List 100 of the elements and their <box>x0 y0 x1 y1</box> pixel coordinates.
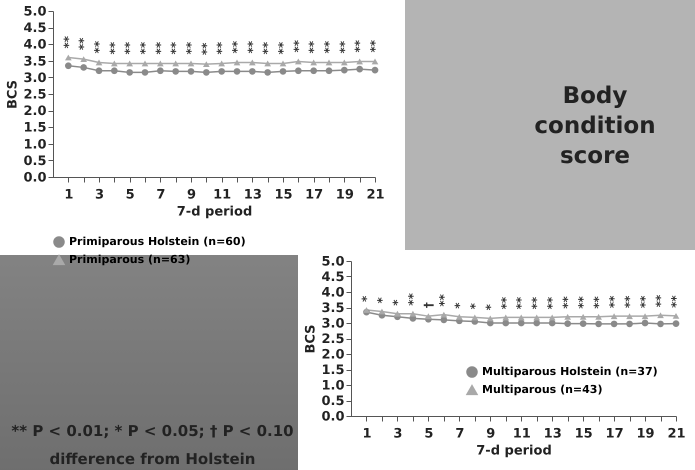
legend-label: Multiparous (n=43) <box>482 383 602 396</box>
point <box>340 60 348 66</box>
point <box>564 320 572 327</box>
point <box>356 66 364 72</box>
point <box>310 67 318 74</box>
annotation: ** <box>576 296 590 309</box>
point <box>610 313 618 320</box>
point <box>110 60 118 66</box>
annotation: * <box>359 294 374 302</box>
point <box>471 314 478 320</box>
point <box>142 60 148 66</box>
y-tick-label: 1.0 <box>23 137 46 152</box>
point <box>372 58 378 64</box>
x-axis-title: 7-d period <box>476 444 552 458</box>
point <box>642 313 648 320</box>
annotation: † <box>421 302 436 308</box>
y-tick-label: 4.0 <box>23 38 46 53</box>
annotation: ** <box>168 41 183 54</box>
point <box>218 60 226 66</box>
point <box>410 310 416 317</box>
annotation: ** <box>276 41 290 54</box>
point <box>264 69 272 76</box>
y-axis-title: BCS <box>303 324 318 354</box>
point <box>564 314 572 320</box>
annotation: ** <box>622 294 637 308</box>
point <box>234 68 240 75</box>
x-tick-label: 1 <box>64 188 74 202</box>
point <box>64 62 72 70</box>
annotation: ** <box>153 41 168 54</box>
x-tick-label: 3 <box>94 188 104 202</box>
annotation: ** <box>436 293 451 307</box>
annotation: ** <box>592 296 606 309</box>
point <box>172 60 180 66</box>
x-tick-label: 19 <box>336 188 354 202</box>
point <box>518 320 525 326</box>
point <box>518 314 525 320</box>
x-tick-label: 9 <box>486 426 496 442</box>
annotation: ** <box>61 35 76 48</box>
point <box>188 68 194 75</box>
annotation: ** <box>352 39 367 52</box>
y-tick-label: 1.5 <box>321 363 344 378</box>
annotation: ** <box>230 40 244 54</box>
y-tick-label: 3.5 <box>23 54 46 70</box>
point <box>533 320 540 326</box>
x-axis-title: 7-d period <box>176 204 252 220</box>
annotation: * <box>390 298 404 306</box>
x-tick-label: 11 <box>213 188 232 202</box>
point <box>202 61 210 68</box>
point <box>172 68 180 75</box>
x-tick-label: 11 <box>512 426 531 442</box>
point <box>202 69 210 76</box>
point <box>294 67 302 74</box>
point <box>310 60 318 66</box>
x-tick-label: 17 <box>305 188 324 202</box>
point <box>326 67 332 74</box>
point <box>456 314 463 320</box>
annotation: ** <box>560 296 575 309</box>
x-tick-label: 13 <box>244 188 262 202</box>
y-tick-label: 3.0 <box>23 70 46 86</box>
y-tick-label: 4.5 <box>321 270 344 285</box>
point <box>126 60 134 66</box>
annotation: ** <box>184 41 198 54</box>
x-tick-label: 15 <box>574 426 593 442</box>
legend-label: Multiparous Holstein (n=37) <box>482 365 658 378</box>
point <box>96 60 102 66</box>
x-tick-label: 19 <box>636 426 655 442</box>
point <box>533 314 540 320</box>
point <box>363 307 370 313</box>
y-axis-title: BCS <box>5 80 20 110</box>
point <box>595 320 602 328</box>
annotation: ** <box>669 294 683 308</box>
annotation: * <box>452 302 466 309</box>
annotation: ** <box>92 40 106 54</box>
x-tick-label: 7 <box>455 426 464 442</box>
point <box>294 58 302 64</box>
x-tick-label: 9 <box>186 188 196 202</box>
point <box>595 314 602 320</box>
annotation: ** <box>545 296 560 310</box>
y-tick-label: 2.0 <box>23 104 46 120</box>
y-tick-label: 1.0 <box>321 378 344 394</box>
annotation: ** <box>607 294 622 308</box>
point <box>378 308 386 314</box>
annotation: ** <box>260 41 275 54</box>
x-tick-label: 21 <box>366 188 385 202</box>
annotation: ** <box>138 41 152 54</box>
point <box>502 320 510 326</box>
point <box>80 56 88 62</box>
point <box>126 69 134 76</box>
y-tick-label: 0.5 <box>23 154 46 169</box>
point <box>548 314 556 320</box>
point <box>110 67 118 74</box>
point <box>394 310 401 317</box>
x-tick-label: 15 <box>274 188 293 202</box>
y-tick-label: 2.5 <box>321 332 344 347</box>
point <box>657 312 664 318</box>
point <box>610 320 618 328</box>
point <box>188 60 194 66</box>
y-tick-label: 1.5 <box>23 120 46 136</box>
x-tick-label: 13 <box>544 426 562 442</box>
point <box>64 54 72 60</box>
